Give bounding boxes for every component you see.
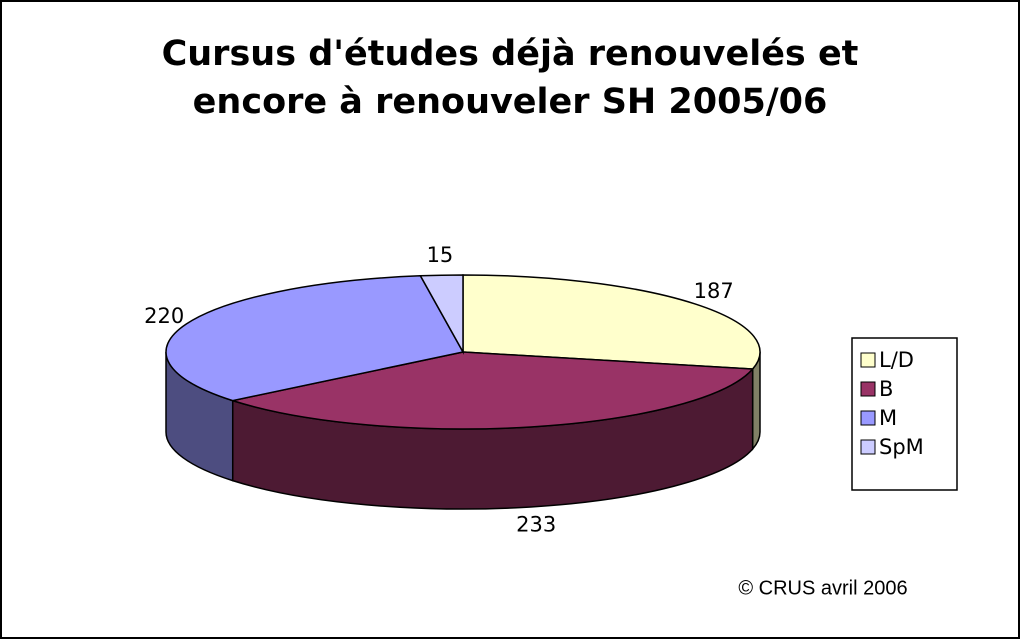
legend-swatch <box>860 439 876 455</box>
slice <box>462 274 761 370</box>
legend-label: SpM <box>879 435 924 459</box>
data-label: 15 <box>427 243 454 267</box>
data-label: 220 <box>144 304 184 328</box>
legend-swatch <box>860 410 876 426</box>
slice <box>419 274 464 355</box>
annotation: © CRUS avril 2006 <box>738 577 907 599</box>
legend-swatch <box>860 352 876 368</box>
legend-swatch <box>860 381 876 397</box>
slice <box>229 351 755 430</box>
legend-label: M <box>879 406 897 430</box>
data-label: 187 <box>694 279 734 303</box>
legend-label: B <box>879 377 893 401</box>
chart-title: Cursus d'études déjà renouvelés et encor… <box>161 34 859 122</box>
legend-label: L/D <box>879 348 914 372</box>
slice <box>165 275 465 402</box>
data-label: 233 <box>516 513 556 537</box>
